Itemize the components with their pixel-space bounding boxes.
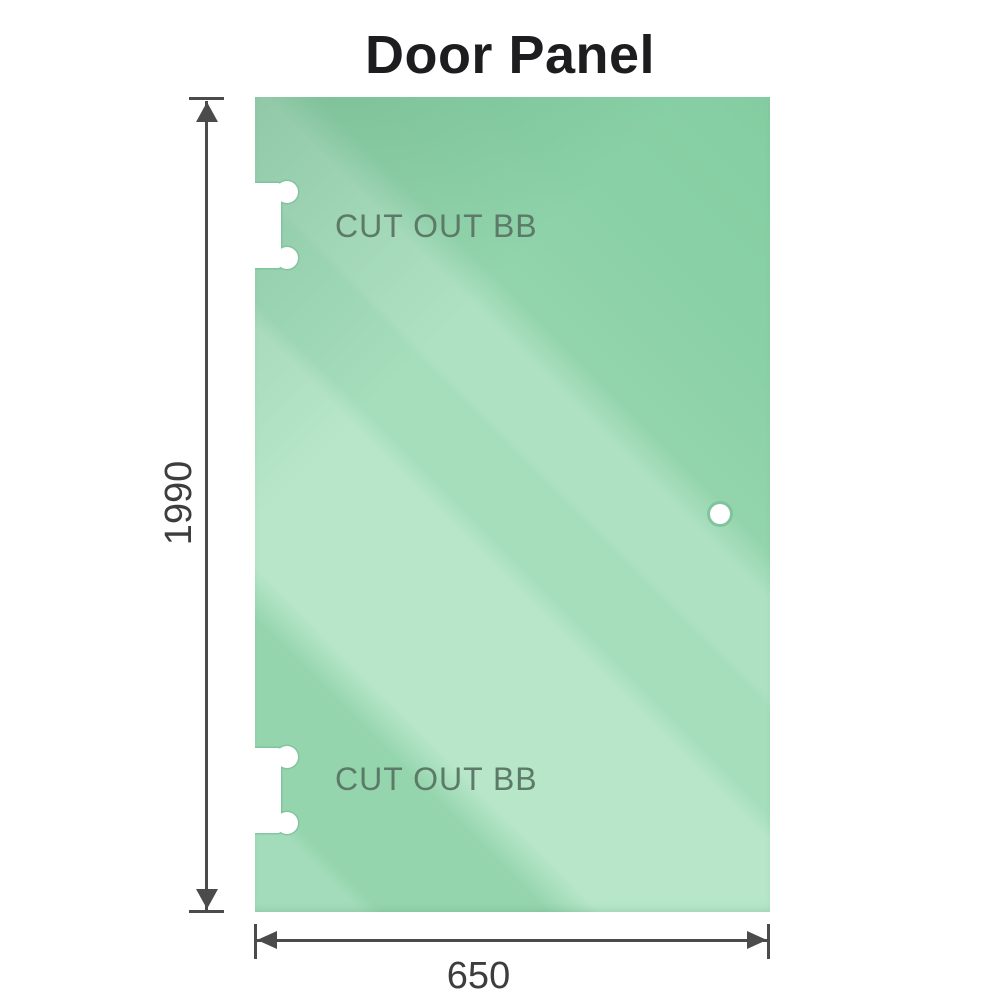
height-dim-line	[205, 101, 208, 910]
height-dim-cap-top	[189, 97, 224, 100]
width-dim-line	[257, 939, 767, 942]
panel-features	[255, 179, 733, 836]
handle-hole-icon	[707, 501, 733, 527]
width-dim-label: 650	[446, 955, 511, 997]
cutout-label-top: CUT OUT BB	[335, 208, 538, 244]
hinge-cutout-top-icon	[255, 179, 300, 271]
width-dim-arrow-right-icon	[747, 931, 767, 949]
width-dim-tick-right	[767, 924, 770, 959]
height-dim-arrow-down-icon	[196, 889, 218, 909]
cutout-label-bottom: CUT OUT BB	[335, 761, 538, 797]
hinge-cutout-bottom-icon	[255, 744, 300, 836]
width-dim-arrow-left-icon	[257, 931, 277, 949]
glass-panel: CUT OUT BB CUT OUT BB	[255, 97, 770, 912]
height-dim-label: 1990	[158, 460, 200, 546]
diagram-title: Door Panel	[364, 25, 656, 85]
height-dim-arrow-up-icon	[196, 102, 218, 122]
width-dim-tick-left	[254, 924, 257, 959]
height-dim-cap-bottom	[189, 910, 224, 913]
